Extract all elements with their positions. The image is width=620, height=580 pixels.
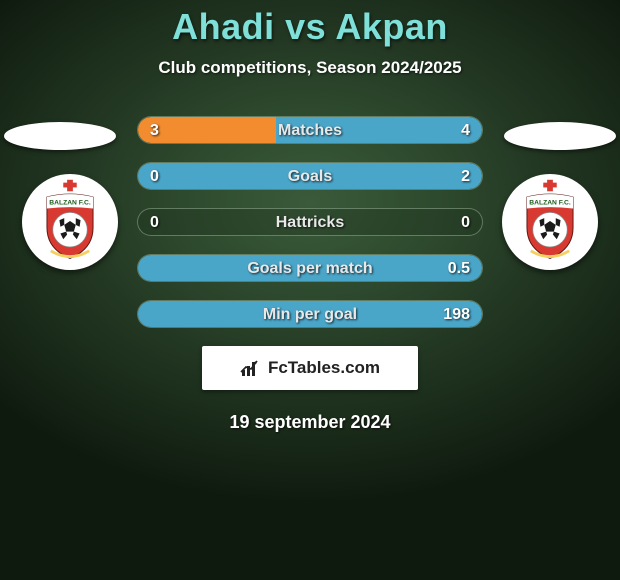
chart-icon (240, 358, 262, 378)
fctables-branding: FcTables.com (202, 346, 418, 390)
fctables-label: FcTables.com (268, 358, 380, 378)
stat-value-right: 198 (443, 301, 470, 328)
stat-value-right: 0 (461, 209, 470, 236)
svg-text:BALZAN F.C.: BALZAN F.C. (529, 200, 571, 207)
stat-label: Min per goal (138, 301, 482, 328)
date-label: 19 september 2024 (0, 412, 620, 433)
page-title: Ahadi vs Akpan (0, 0, 620, 48)
stat-value-right: 0.5 (448, 255, 470, 282)
stat-value-right: 2 (461, 163, 470, 190)
club-badge-left: BALZAN F.C. (22, 174, 118, 270)
player-left-placeholder (4, 122, 116, 150)
stat-row: 3Matches4 (137, 116, 483, 144)
stat-row: Min per goal198 (137, 300, 483, 328)
content: Ahadi vs Akpan Club competitions, Season… (0, 0, 620, 580)
svg-text:BALZAN F.C.: BALZAN F.C. (49, 200, 91, 207)
stat-value-right: 4 (461, 117, 470, 144)
subtitle: Club competitions, Season 2024/2025 (0, 58, 620, 78)
club-badge-right: BALZAN F.C. (502, 174, 598, 270)
stat-row: 0Hattricks0 (137, 208, 483, 236)
stat-label: Matches (138, 117, 482, 144)
stat-label: Goals (138, 163, 482, 190)
stat-label: Hattricks (138, 209, 482, 236)
stat-label: Goals per match (138, 255, 482, 282)
stat-row: 0Goals2 (137, 162, 483, 190)
stat-row: Goals per match0.5 (137, 254, 483, 282)
player-right-placeholder (504, 122, 616, 150)
stats-container: 3Matches40Goals20Hattricks0Goals per mat… (137, 116, 483, 328)
